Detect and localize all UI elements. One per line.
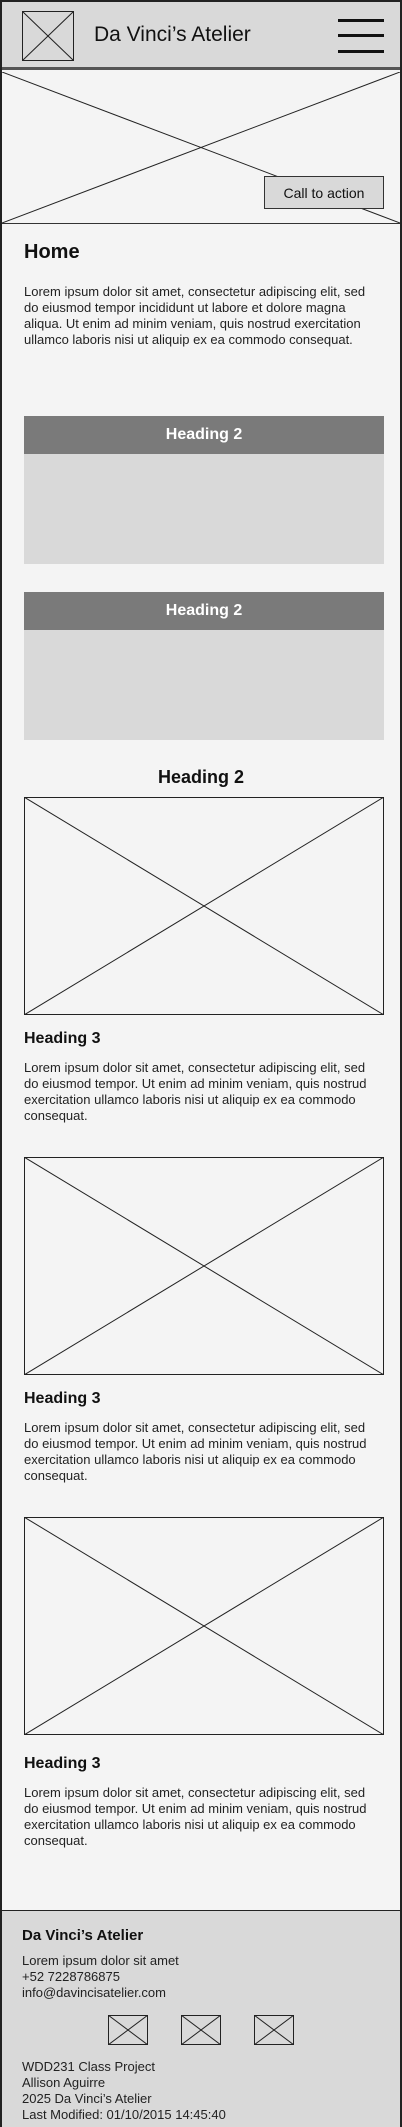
social-placeholder-icon[interactable]	[254, 2015, 294, 2045]
content-card: Heading 2	[24, 416, 384, 564]
intro-text: Lorem ipsum dolor sit amet, consectetur …	[24, 284, 366, 347]
image-placeholder-icon	[24, 797, 384, 1015]
card-heading: Heading 2	[24, 592, 384, 630]
footer-title: Da Vinci’s Atelier	[22, 1927, 144, 1944]
hero-banner: Call to action	[2, 72, 400, 224]
social-placeholder-icon[interactable]	[181, 2015, 221, 2045]
item-text: Lorem ipsum dolor sit amet, consectetur …	[24, 1785, 367, 1848]
logo-placeholder-icon[interactable]	[22, 11, 74, 61]
footer-copyright: 2025 Da Vinci’s Atelier	[22, 2091, 152, 2106]
footer-author: Allison Aguirre	[22, 2075, 106, 2090]
call-to-action-button[interactable]: Call to action	[264, 176, 384, 209]
social-placeholder-icon[interactable]	[108, 2015, 148, 2045]
image-placeholder-icon	[24, 1517, 384, 1735]
footer-tagline: Lorem ipsum dolor sit amet	[22, 1953, 179, 1968]
content-card: Heading 2	[24, 592, 384, 740]
site-header: Da Vinci’s Atelier	[2, 2, 400, 70]
footer-email[interactable]: info@davincisatelier.com	[22, 1985, 166, 2000]
footer-project: WDD231 Class Project	[22, 2059, 155, 2074]
site-title[interactable]: Da Vinci’s Atelier	[94, 23, 251, 46]
card-heading: Heading 2	[24, 416, 384, 454]
item-text: Lorem ipsum dolor sit amet, consectetur …	[24, 1420, 367, 1483]
section-heading: Heading 2	[157, 767, 245, 787]
item-heading: Heading 3	[24, 1030, 101, 1047]
image-placeholder-icon	[24, 1157, 384, 1375]
item-heading: Heading 3	[24, 1390, 101, 1407]
site-footer: Da Vinci’s Atelier Lorem ipsum dolor sit…	[2, 1910, 400, 2127]
item-text: Lorem ipsum dolor sit amet, consectetur …	[24, 1060, 367, 1123]
footer-phone[interactable]: +52 7228786875	[22, 1969, 120, 1984]
footer-last-modified: Last Modified: 01/10/2015 14:45:40	[22, 2107, 226, 2122]
item-heading: Heading 3	[24, 1755, 101, 1772]
page-title: Home	[24, 241, 80, 263]
hamburger-menu-icon[interactable]	[338, 19, 384, 53]
